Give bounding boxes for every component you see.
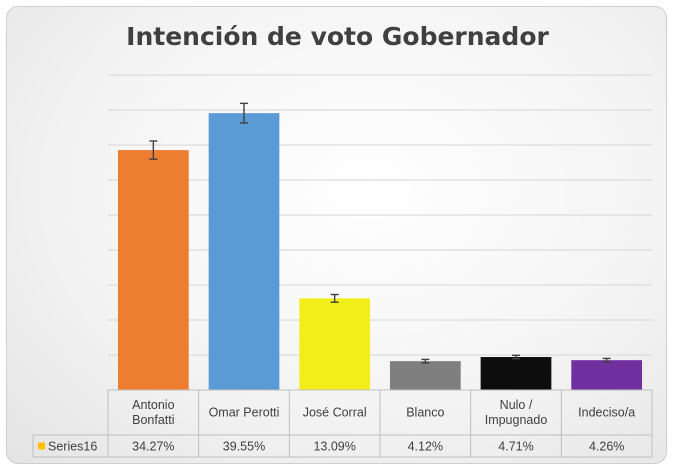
value-label: 4.71% <box>498 440 533 454</box>
legend-key <box>38 442 45 450</box>
error-bar <box>149 140 158 160</box>
error-bar <box>330 293 339 303</box>
error-bar <box>512 354 520 360</box>
value-label: 4.26% <box>589 440 624 454</box>
bars <box>117 113 643 391</box>
error-bar <box>240 102 248 124</box>
chart-title: Intención de voto Gobernador <box>126 22 549 51</box>
category-label: Impugnado <box>485 413 548 427</box>
error-bars <box>149 102 611 364</box>
category-label: Blanco <box>406 406 444 420</box>
gridlines <box>108 74 652 356</box>
bar <box>571 360 643 390</box>
category-label: Nulo / <box>500 398 533 412</box>
category-label: Omar Perotti <box>209 406 280 420</box>
value-label: 13.09% <box>313 440 355 454</box>
bar <box>389 361 461 390</box>
bar <box>299 298 371 390</box>
category-label: José Corral <box>303 406 367 420</box>
error-bar <box>421 358 430 364</box>
error-bar <box>602 357 611 363</box>
category-label: Antonio <box>132 398 174 412</box>
category-label: Bonfatti <box>132 413 174 427</box>
legend-series-name: Series16 <box>48 440 97 454</box>
category-label: Indeciso/a <box>578 406 635 420</box>
value-label: 34.27% <box>132 440 174 454</box>
value-label: 4.12% <box>408 440 443 454</box>
bar <box>117 150 189 390</box>
bar <box>208 113 280 391</box>
value-label: 39.55% <box>223 440 265 454</box>
bar <box>480 357 552 390</box>
